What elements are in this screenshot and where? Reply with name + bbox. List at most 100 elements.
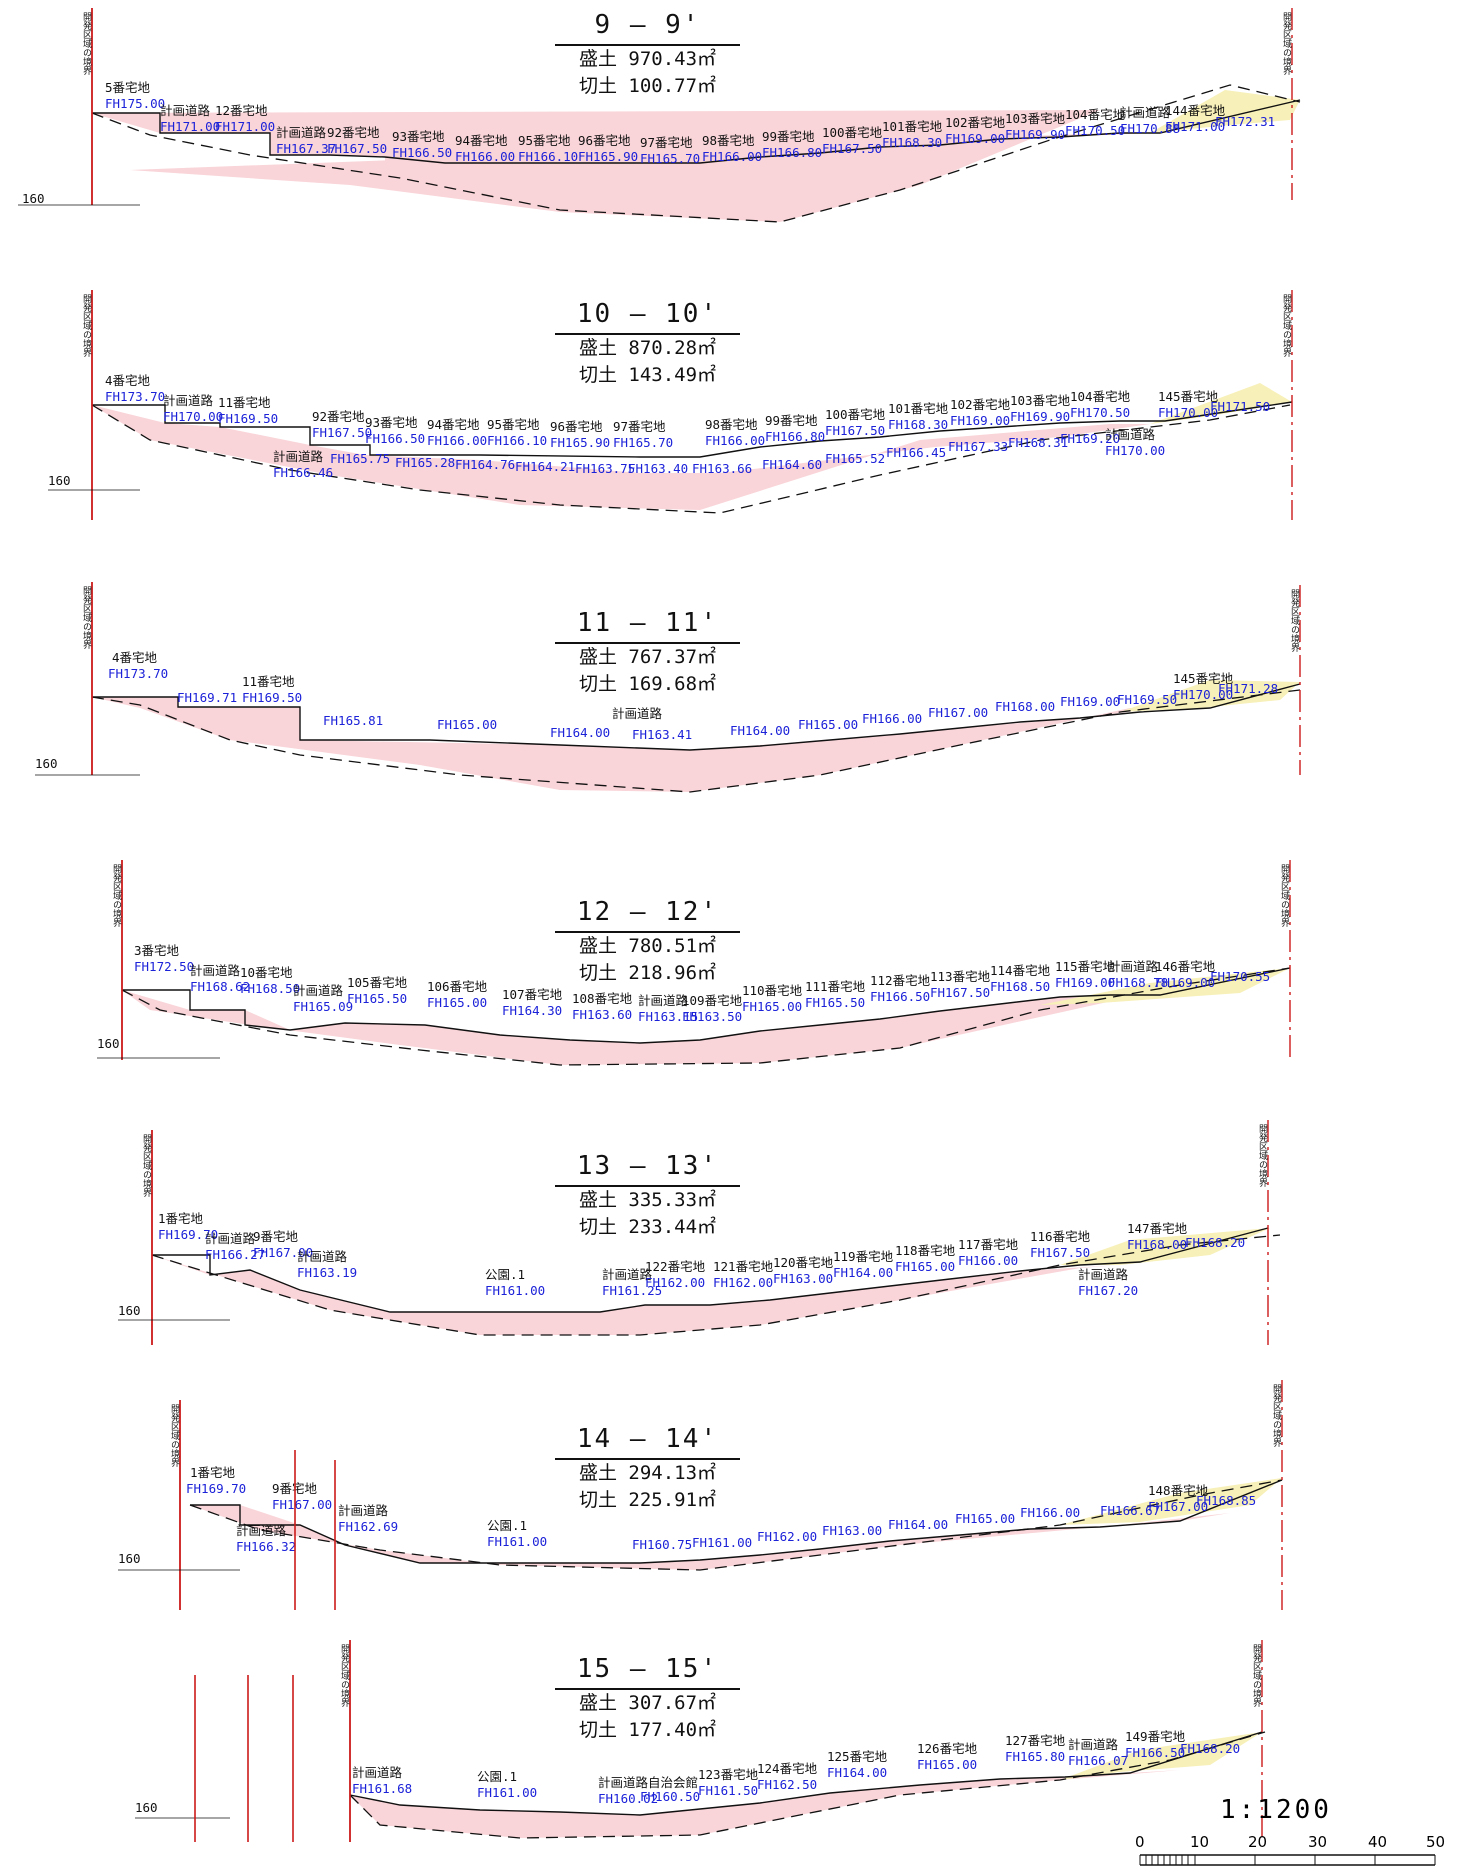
lot-label: 110番宅地: [742, 983, 803, 998]
formation-height-label: FH170.00: [163, 409, 223, 424]
fill-area: [152, 1255, 1120, 1335]
formation-height-label: FH175.00: [105, 96, 165, 111]
lot-label: 160: [35, 756, 58, 771]
cut-area: [1150, 90, 1300, 133]
formation-height-label: FH163.00: [773, 1271, 833, 1286]
lot-label: 計画道路: [160, 103, 211, 118]
lot-label: 計画道路: [338, 1503, 389, 1518]
lot-label: 160: [118, 1551, 141, 1566]
cut-label: 切土: [578, 364, 617, 386]
lot-label: 97番宅地: [640, 135, 693, 150]
boundary-label: 開発区域の境界: [81, 294, 92, 358]
lot-label: 9番宅地: [253, 1229, 299, 1244]
formation-height-label: FH162.50: [757, 1777, 817, 1792]
formation-height-label: FH163.41: [632, 727, 692, 742]
section-title: 14 ― 14': [555, 1422, 740, 1460]
lot-label: 1番宅地: [190, 1465, 236, 1480]
fill-label: 盛土: [578, 935, 617, 957]
cut-area: [1060, 1732, 1262, 1780]
formation-height-label: FH167.50: [327, 141, 387, 156]
lot-label: 92番宅地: [312, 409, 365, 424]
formation-height-label: FH161.00: [487, 1534, 547, 1549]
planned-formation-line: [190, 1479, 1283, 1564]
planned-formation-line: [349, 1731, 1263, 1816]
formation-height-label: FH164.60: [762, 457, 822, 472]
lot-label: 145番宅地: [1173, 671, 1234, 686]
lot-label: 11番宅地: [218, 395, 271, 410]
formation-height-label: FH171.00: [1165, 119, 1225, 134]
lot-label: 123番宅地: [698, 1767, 759, 1782]
formation-height-label: FH165.70: [613, 435, 673, 450]
formation-height-label: FH160.50: [640, 1789, 700, 1804]
formation-height-label: FH164.30: [502, 1003, 562, 1018]
boundary-label: 開発区域の境界: [1281, 294, 1292, 358]
lot-label: 96番宅地: [578, 133, 631, 148]
formation-height-label: FH165.70: [640, 151, 700, 166]
formation-height-label: FH165.90: [550, 435, 610, 450]
formation-height-label: FH168.50: [990, 979, 1050, 994]
formation-height-label: FH170.00: [1105, 443, 1165, 458]
formation-height-label: FH169.70: [158, 1227, 218, 1242]
formation-height-label: FH160.02: [598, 1791, 658, 1806]
formation-height-label: FH161.25: [602, 1283, 662, 1298]
lot-label: 160: [97, 1036, 120, 1051]
formation-height-label: FH165.75: [330, 451, 390, 466]
formation-height-label: FH166.80: [765, 429, 825, 444]
lot-label: 94番宅地: [427, 417, 480, 432]
lot-label: 160: [22, 191, 45, 206]
formation-height-label: FH171.00: [215, 119, 275, 134]
boundary-label: 開発区域の境界: [81, 12, 92, 76]
formation-height-label: FH165.00: [955, 1511, 1015, 1526]
lot-label: 104番宅地: [1065, 107, 1126, 122]
formation-height-label: FH168.50: [240, 981, 300, 996]
cut-label: 切土: [578, 1489, 617, 1511]
formation-height-label: FH168.85: [1196, 1493, 1256, 1508]
formation-height-label: FH173.70: [108, 666, 168, 681]
formation-height-label: FH165.52: [825, 451, 885, 466]
lot-label: 113番宅地: [930, 969, 991, 984]
formation-height-label: FH169.00: [1155, 975, 1215, 990]
lot-label: 125番宅地: [827, 1749, 888, 1764]
formation-height-label: FH164.21: [515, 459, 575, 474]
section-title-block-15: 15 ― 15' 盛土 307.67㎡ 切土 177.40㎡: [555, 1652, 740, 1744]
fill-value: 335.33㎡: [628, 1189, 717, 1211]
lot-label: 計画道路: [236, 1523, 287, 1538]
fill-value: 767.37㎡: [628, 646, 717, 668]
formation-height-label: FH166.50: [392, 145, 452, 160]
lot-label: 103番宅地: [1005, 111, 1066, 126]
formation-height-label: FH165.00: [437, 717, 497, 732]
cut-value: 218.96㎡: [628, 962, 717, 984]
cut-label: 切土: [578, 673, 617, 695]
formation-height-label: FH169.00: [1060, 694, 1120, 709]
section-title: 12 ― 12': [555, 895, 740, 933]
scale-tick: 20: [1248, 1833, 1268, 1851]
formation-height-label: FH163.60: [572, 1007, 632, 1022]
formation-height-label: FH166.46: [273, 465, 333, 480]
formation-height-label: FH169.20: [1060, 431, 1120, 446]
lot-label: 計画道路: [1068, 1737, 1119, 1752]
section-title: 9 ― 9': [555, 8, 740, 46]
section-title: 11 ― 11': [555, 606, 740, 644]
scale-tick: 0: [1135, 1833, 1145, 1851]
formation-height-label: FH170.00: [1173, 687, 1233, 702]
boundary-label: 開発区域の境界: [1279, 864, 1290, 928]
formation-height-label: FH169.90: [1010, 409, 1070, 424]
formation-height-label: FH166.00: [1020, 1505, 1080, 1520]
fill-value: 870.28㎡: [628, 337, 717, 359]
formation-height-label: FH169.71: [177, 690, 237, 705]
formation-height-label: FH170.50: [1065, 123, 1125, 138]
formation-height-label: FH164.00: [888, 1517, 948, 1532]
scale-rule: [1139, 1854, 1436, 1866]
lot-label: 116番宅地: [1030, 1229, 1091, 1244]
lot-label: 公園.1: [477, 1769, 517, 1784]
cut-label: 切土: [578, 75, 617, 97]
formation-height-label: FH170.50: [1070, 405, 1130, 420]
formation-height-label: FH161.00: [692, 1535, 752, 1550]
cut-value: 177.40㎡: [628, 1719, 717, 1741]
formation-height-label: FH162.00: [713, 1275, 773, 1290]
formation-height-label: FH171.00: [160, 119, 220, 134]
formation-height-label: FH167.33: [948, 439, 1008, 454]
fill-label: 盛土: [578, 1462, 617, 1484]
existing-ground-line: [189, 1479, 1283, 1571]
